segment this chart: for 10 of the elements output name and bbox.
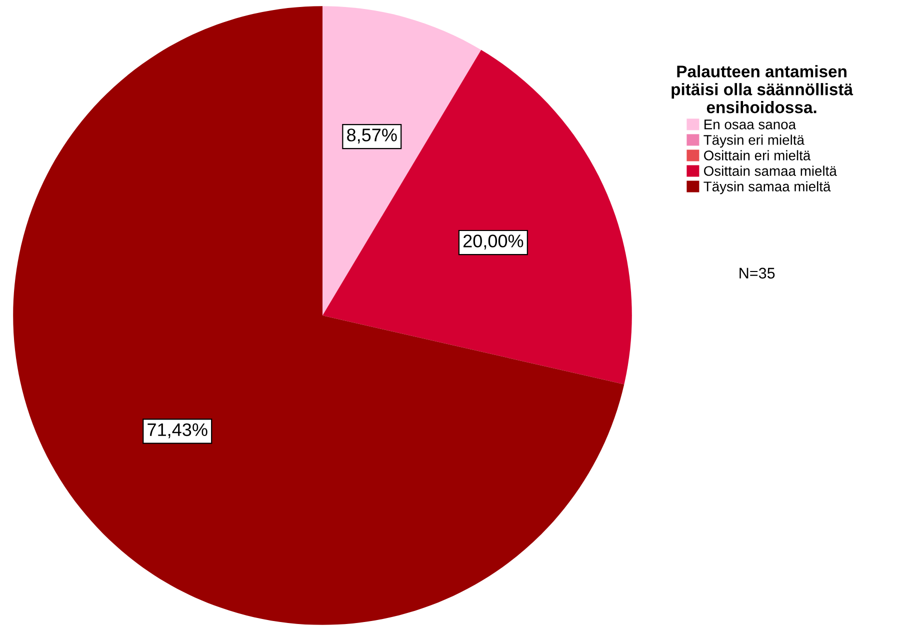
legend-title: Palautteen antamisen pitäisi olla säännöllistä ensihoidossa.: [672, 65, 854, 114]
text: N=35: [740, 268, 775, 279]
legend-label: Osittain eri mieltä: [704, 150, 811, 160]
legend-label: Täysin eri mieltä: [704, 134, 804, 148]
data-label: 20,00%: [463, 234, 524, 250]
legend-label: Osittain samaa mieltä: [704, 166, 837, 176]
data-label: 71,43%: [148, 423, 208, 438]
legend-label: En osaa sanoa: [704, 120, 796, 130]
legend-label: Täysin samaa mieltä: [704, 181, 831, 194]
data-label: 8,57%: [347, 128, 397, 144]
